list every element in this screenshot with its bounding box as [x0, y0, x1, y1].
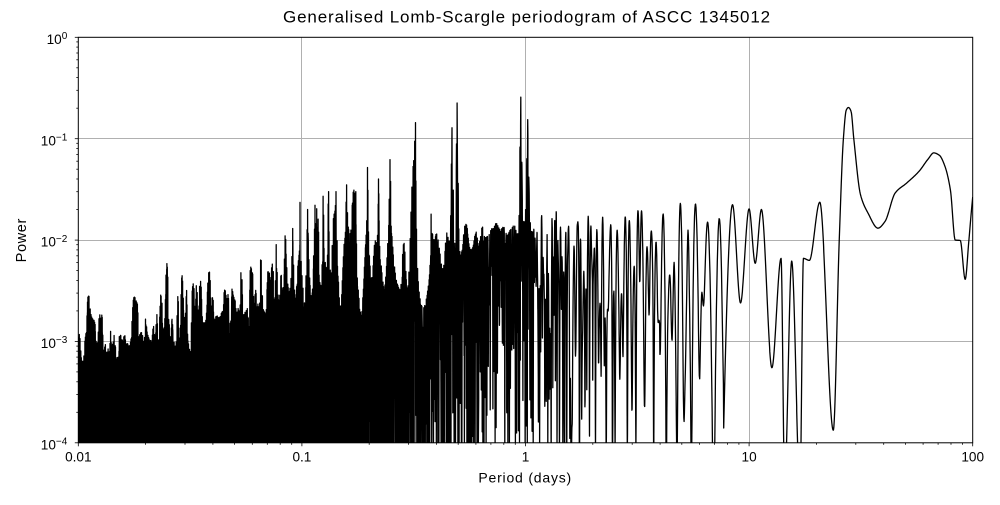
svg-text:10: 10 [742, 449, 758, 464]
svg-text:0.1: 0.1 [292, 449, 311, 464]
svg-text:100: 100 [961, 449, 984, 464]
svg-text:Period (days): Period (days) [478, 470, 572, 486]
svg-text:Generalised Lomb-Scargle perio: Generalised Lomb-Scargle periodogram of … [283, 7, 771, 26]
svg-text:1: 1 [522, 449, 530, 464]
svg-text:Power: Power [14, 218, 30, 262]
svg-text:0.01: 0.01 [65, 449, 91, 464]
